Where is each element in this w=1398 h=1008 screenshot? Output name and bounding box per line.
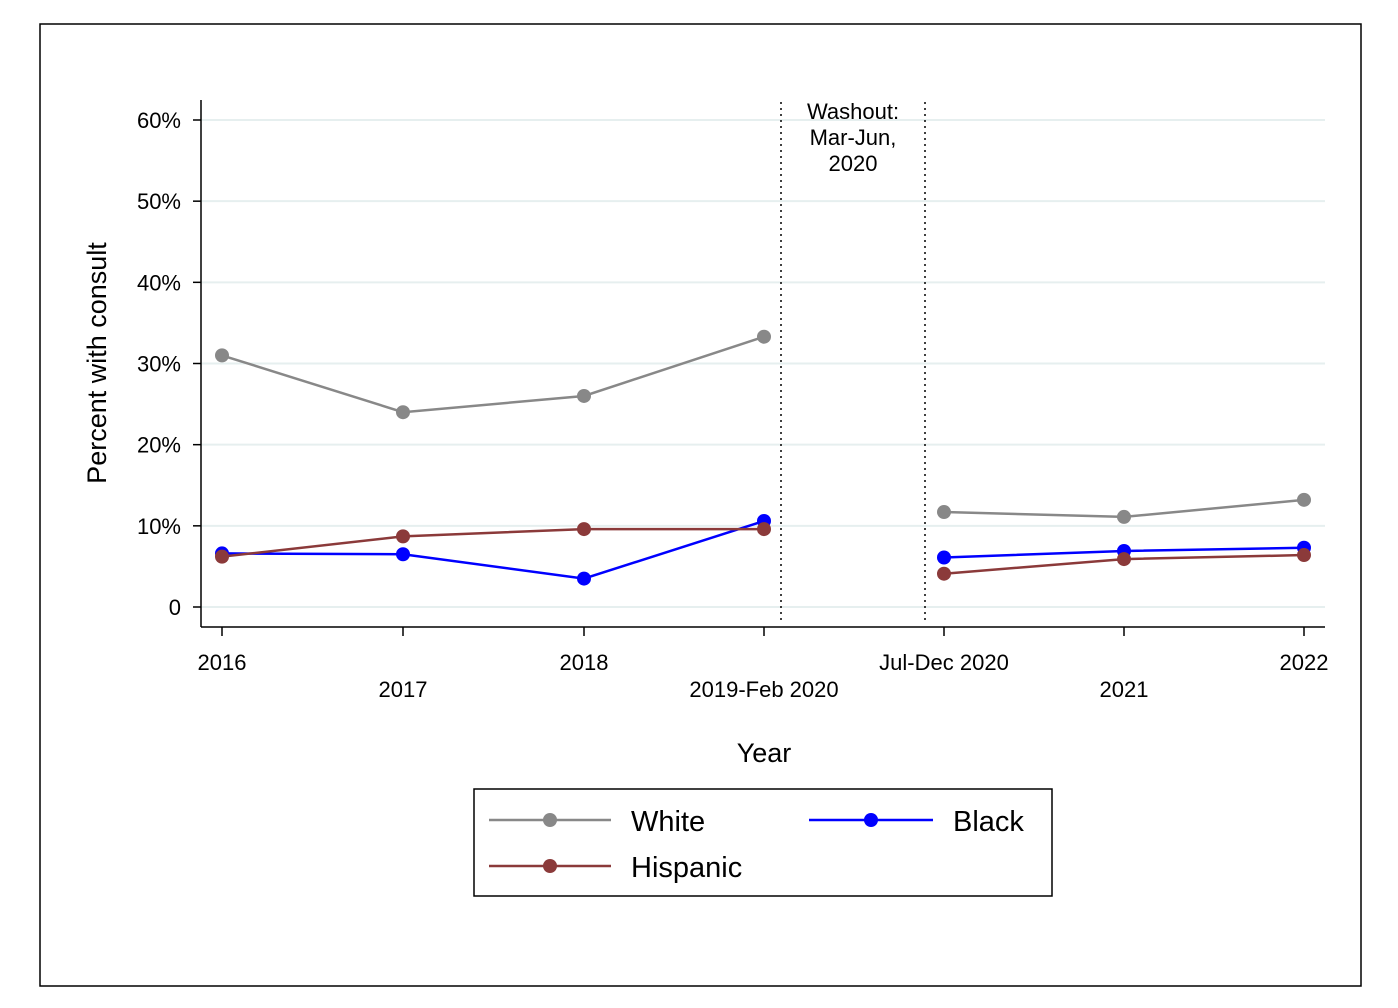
point-white-4 [937, 505, 951, 519]
point-black-1 [396, 547, 410, 561]
point-hispanic-6 [1297, 548, 1311, 562]
y-tick-label-2: 20% [137, 433, 181, 458]
legend: White Black Hispanic [474, 789, 1052, 896]
x-tick-label-4: Jul-Dec 2020 [879, 650, 1009, 675]
y-tick-label-3: 30% [137, 352, 181, 377]
legend-label-hispanic: Hispanic [631, 852, 742, 884]
y-tick-label-4: 40% [137, 270, 181, 295]
y-tick-label-1: 10% [137, 514, 181, 539]
line-chart: Washout:Mar-Jun,2020 0 10% 20% 30% 40% 50% 60%… [0, 0, 1398, 1008]
point-hispanic-2 [577, 522, 591, 536]
x-tick-label-6: 2022 [1280, 650, 1329, 675]
point-white-6 [1297, 493, 1311, 507]
point-white-5 [1117, 510, 1131, 524]
x-tick-label-0: 2016 [198, 650, 247, 675]
point-white-1 [396, 405, 410, 419]
point-white-3 [757, 330, 771, 344]
x-tick-label-2: 2018 [560, 650, 609, 675]
point-hispanic-3 [757, 522, 771, 536]
point-black-4 [937, 550, 951, 564]
point-hispanic-5 [1117, 552, 1131, 566]
y-tick-label-0: 0 [169, 595, 181, 620]
y-tick-label-5: 50% [137, 189, 181, 214]
legend-marker-white [543, 813, 557, 827]
legend-marker-hispanic [543, 859, 557, 873]
legend-label-white: White [631, 806, 705, 838]
point-white-0 [215, 348, 229, 362]
point-hispanic-0 [215, 550, 229, 564]
point-black-2 [577, 572, 591, 586]
legend-marker-black [864, 813, 878, 827]
point-hispanic-1 [396, 529, 410, 543]
y-tick-label-6: 60% [137, 108, 181, 133]
x-tick-label-1: 2017 [379, 677, 428, 702]
y-axis-title: Percent with consult [82, 242, 112, 484]
x-tick-label-3: 2019-Feb 2020 [689, 677, 838, 702]
x-axis-title: Year [737, 738, 792, 768]
washout-label-line-1: Mar-Jun, [810, 125, 897, 150]
washout-label-line-0: Washout: [807, 99, 899, 124]
point-hispanic-4 [937, 567, 951, 581]
washout-label-line-2: 2020 [829, 151, 878, 176]
point-white-2 [577, 389, 591, 403]
x-tick-label-5: 2021 [1100, 677, 1149, 702]
legend-label-black: Black [953, 806, 1024, 838]
